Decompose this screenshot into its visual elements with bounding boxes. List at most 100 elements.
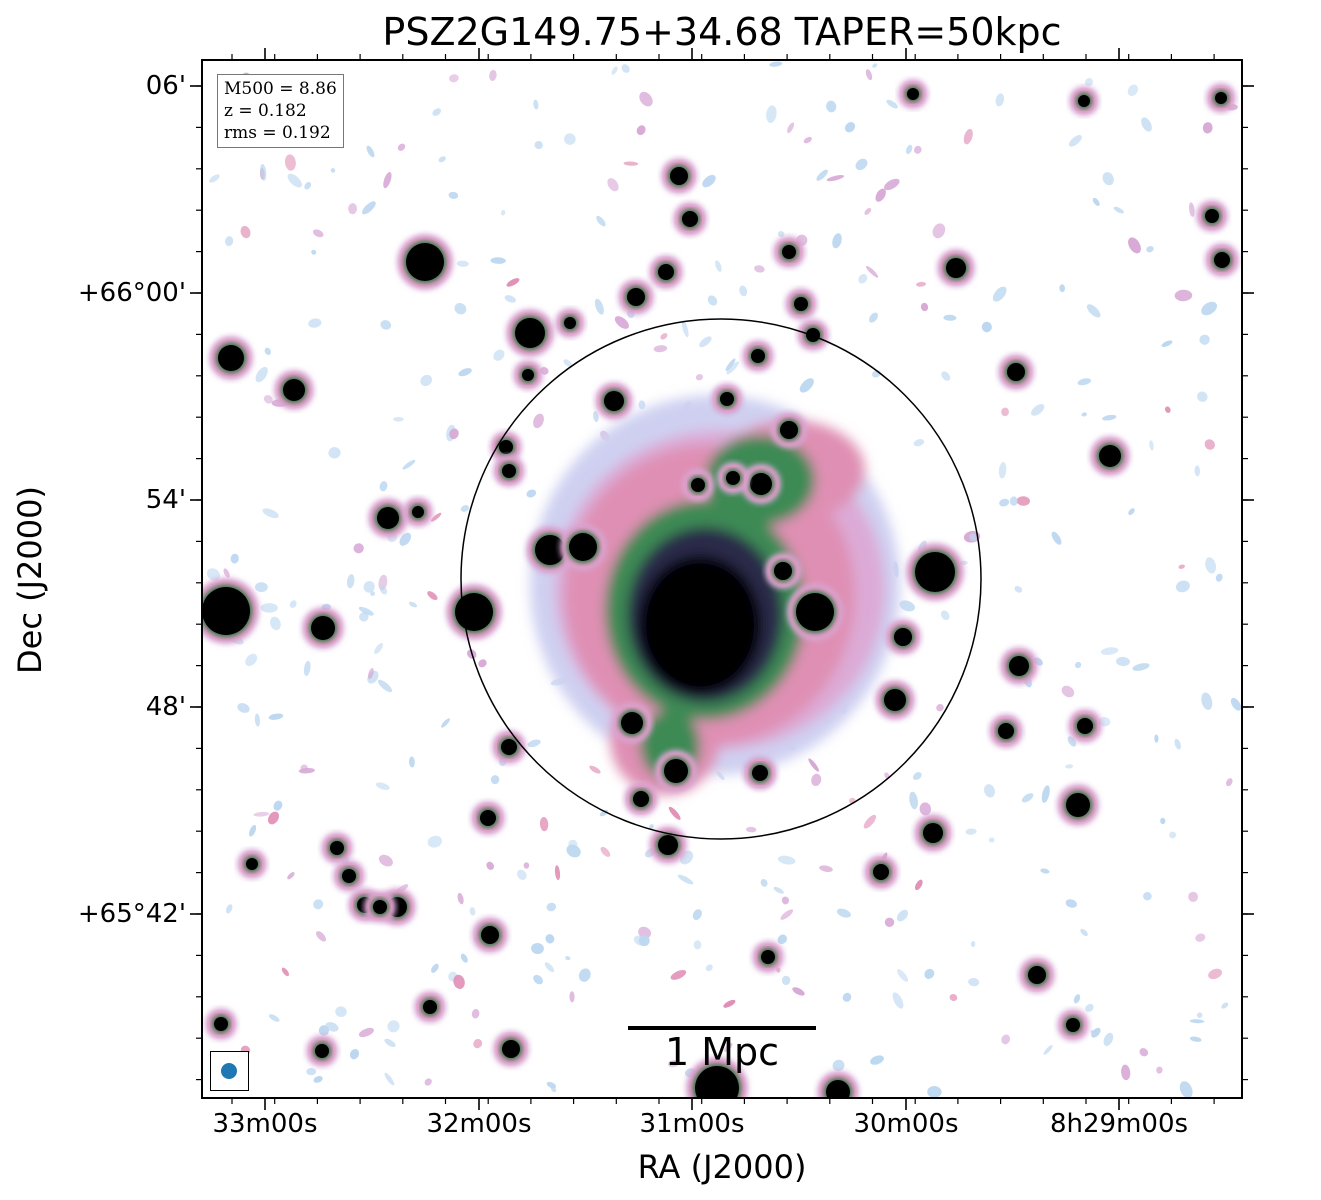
noise-blob [865,69,873,81]
compact-source [673,202,707,236]
noise-blob [968,977,980,987]
noise-blob [695,374,703,381]
noise-blob [909,791,918,810]
compact-source [624,782,658,816]
noise-blob [379,481,388,492]
noise-blob [965,828,977,835]
noise-blob [563,359,572,367]
noise-blob [550,1086,557,1093]
noise-blob [919,802,932,816]
compact-source [655,750,697,792]
noise-blob [864,207,872,215]
noise-blob [995,93,1005,107]
x-tick-label: 33m00s [212,1109,318,1139]
noise-blob [1051,531,1062,545]
compact-source [237,849,267,879]
noise-blob [866,265,879,278]
compact-source [661,158,697,194]
compact-source [397,234,453,290]
noise-blob [359,612,369,622]
noise-blob [884,772,890,779]
noise-blob [1100,647,1119,655]
noise-blob [1179,1081,1193,1098]
noise-blob [792,987,805,996]
noise-blob [1160,817,1166,825]
noise-blob [449,428,459,440]
compact-source [717,462,749,494]
noise-blob [677,874,694,885]
compact-source [686,1057,748,1098]
compact-source [771,412,807,448]
noise-blob [303,660,311,676]
noise-blob [941,371,951,381]
noise-blob [287,173,302,188]
noise-blob [539,817,549,832]
noise-blob [636,125,646,136]
noise-blob [920,302,929,312]
noise-blob [777,855,796,865]
compact-source [1090,436,1130,476]
x-tick-label: 31m00s [639,1109,745,1139]
noise-blob [420,374,433,387]
noise-blob [353,543,364,554]
compact-source [595,382,633,420]
noise-blob [384,1038,396,1048]
noise-blob [1188,891,1199,902]
scale-bar-label: 1 Mpc [664,1030,780,1074]
compact-source [937,249,975,287]
noise-blob [1230,697,1242,711]
noise-blob [1068,135,1082,147]
noise-blob [886,99,898,109]
noise-blob [523,862,530,869]
noise-blob [1043,1044,1053,1055]
noise-blob [649,824,654,830]
noise-blob [379,586,388,595]
noise-blob [225,904,233,914]
noise-blob [1221,1002,1229,1009]
noise-blob [1085,1003,1094,1012]
beam-box [210,1051,249,1091]
noise-blob [431,963,439,973]
noise-blob [1195,933,1206,942]
x-tick-label: 8h29m00s [1049,1109,1189,1139]
noise-blob [808,758,820,772]
noise-blob [578,968,591,982]
compact-source [998,354,1034,390]
noise-blob [623,161,639,166]
noise-blob [844,122,856,133]
noise-blob [287,872,295,880]
noise-blob [533,413,544,429]
noise-blob [668,806,681,820]
compact-source [906,543,964,601]
mass-label: M500 = 8.86 [224,79,337,99]
compact-source [506,309,554,357]
noise-blob [1014,585,1023,593]
noise-blob [611,66,618,75]
compact-source [1057,784,1099,826]
noise-blob [896,909,909,922]
noise-blob [517,869,527,880]
noise-blob [1065,899,1077,908]
noise-blob [349,1048,360,1060]
noise-blob [1001,407,1010,417]
compact-source [209,336,253,380]
noise-blob [1132,663,1150,671]
compact-source [492,730,526,764]
noise-blob [963,128,973,145]
compact-source [914,814,952,852]
axis-ticks [190,48,1254,1110]
noise-blob [593,411,599,423]
noise-blob [1174,738,1181,750]
noise-blob [471,1008,480,1019]
noise-blob [836,908,851,918]
noise-blob [607,178,619,192]
noise-blob [478,659,487,668]
noise-blob [311,249,317,255]
noise-blob [377,679,393,693]
noise-blob [544,962,555,973]
noise-blob [545,934,555,944]
noise-blob [402,459,416,470]
noise-blob [308,318,322,328]
plot-frame [201,59,1243,1099]
